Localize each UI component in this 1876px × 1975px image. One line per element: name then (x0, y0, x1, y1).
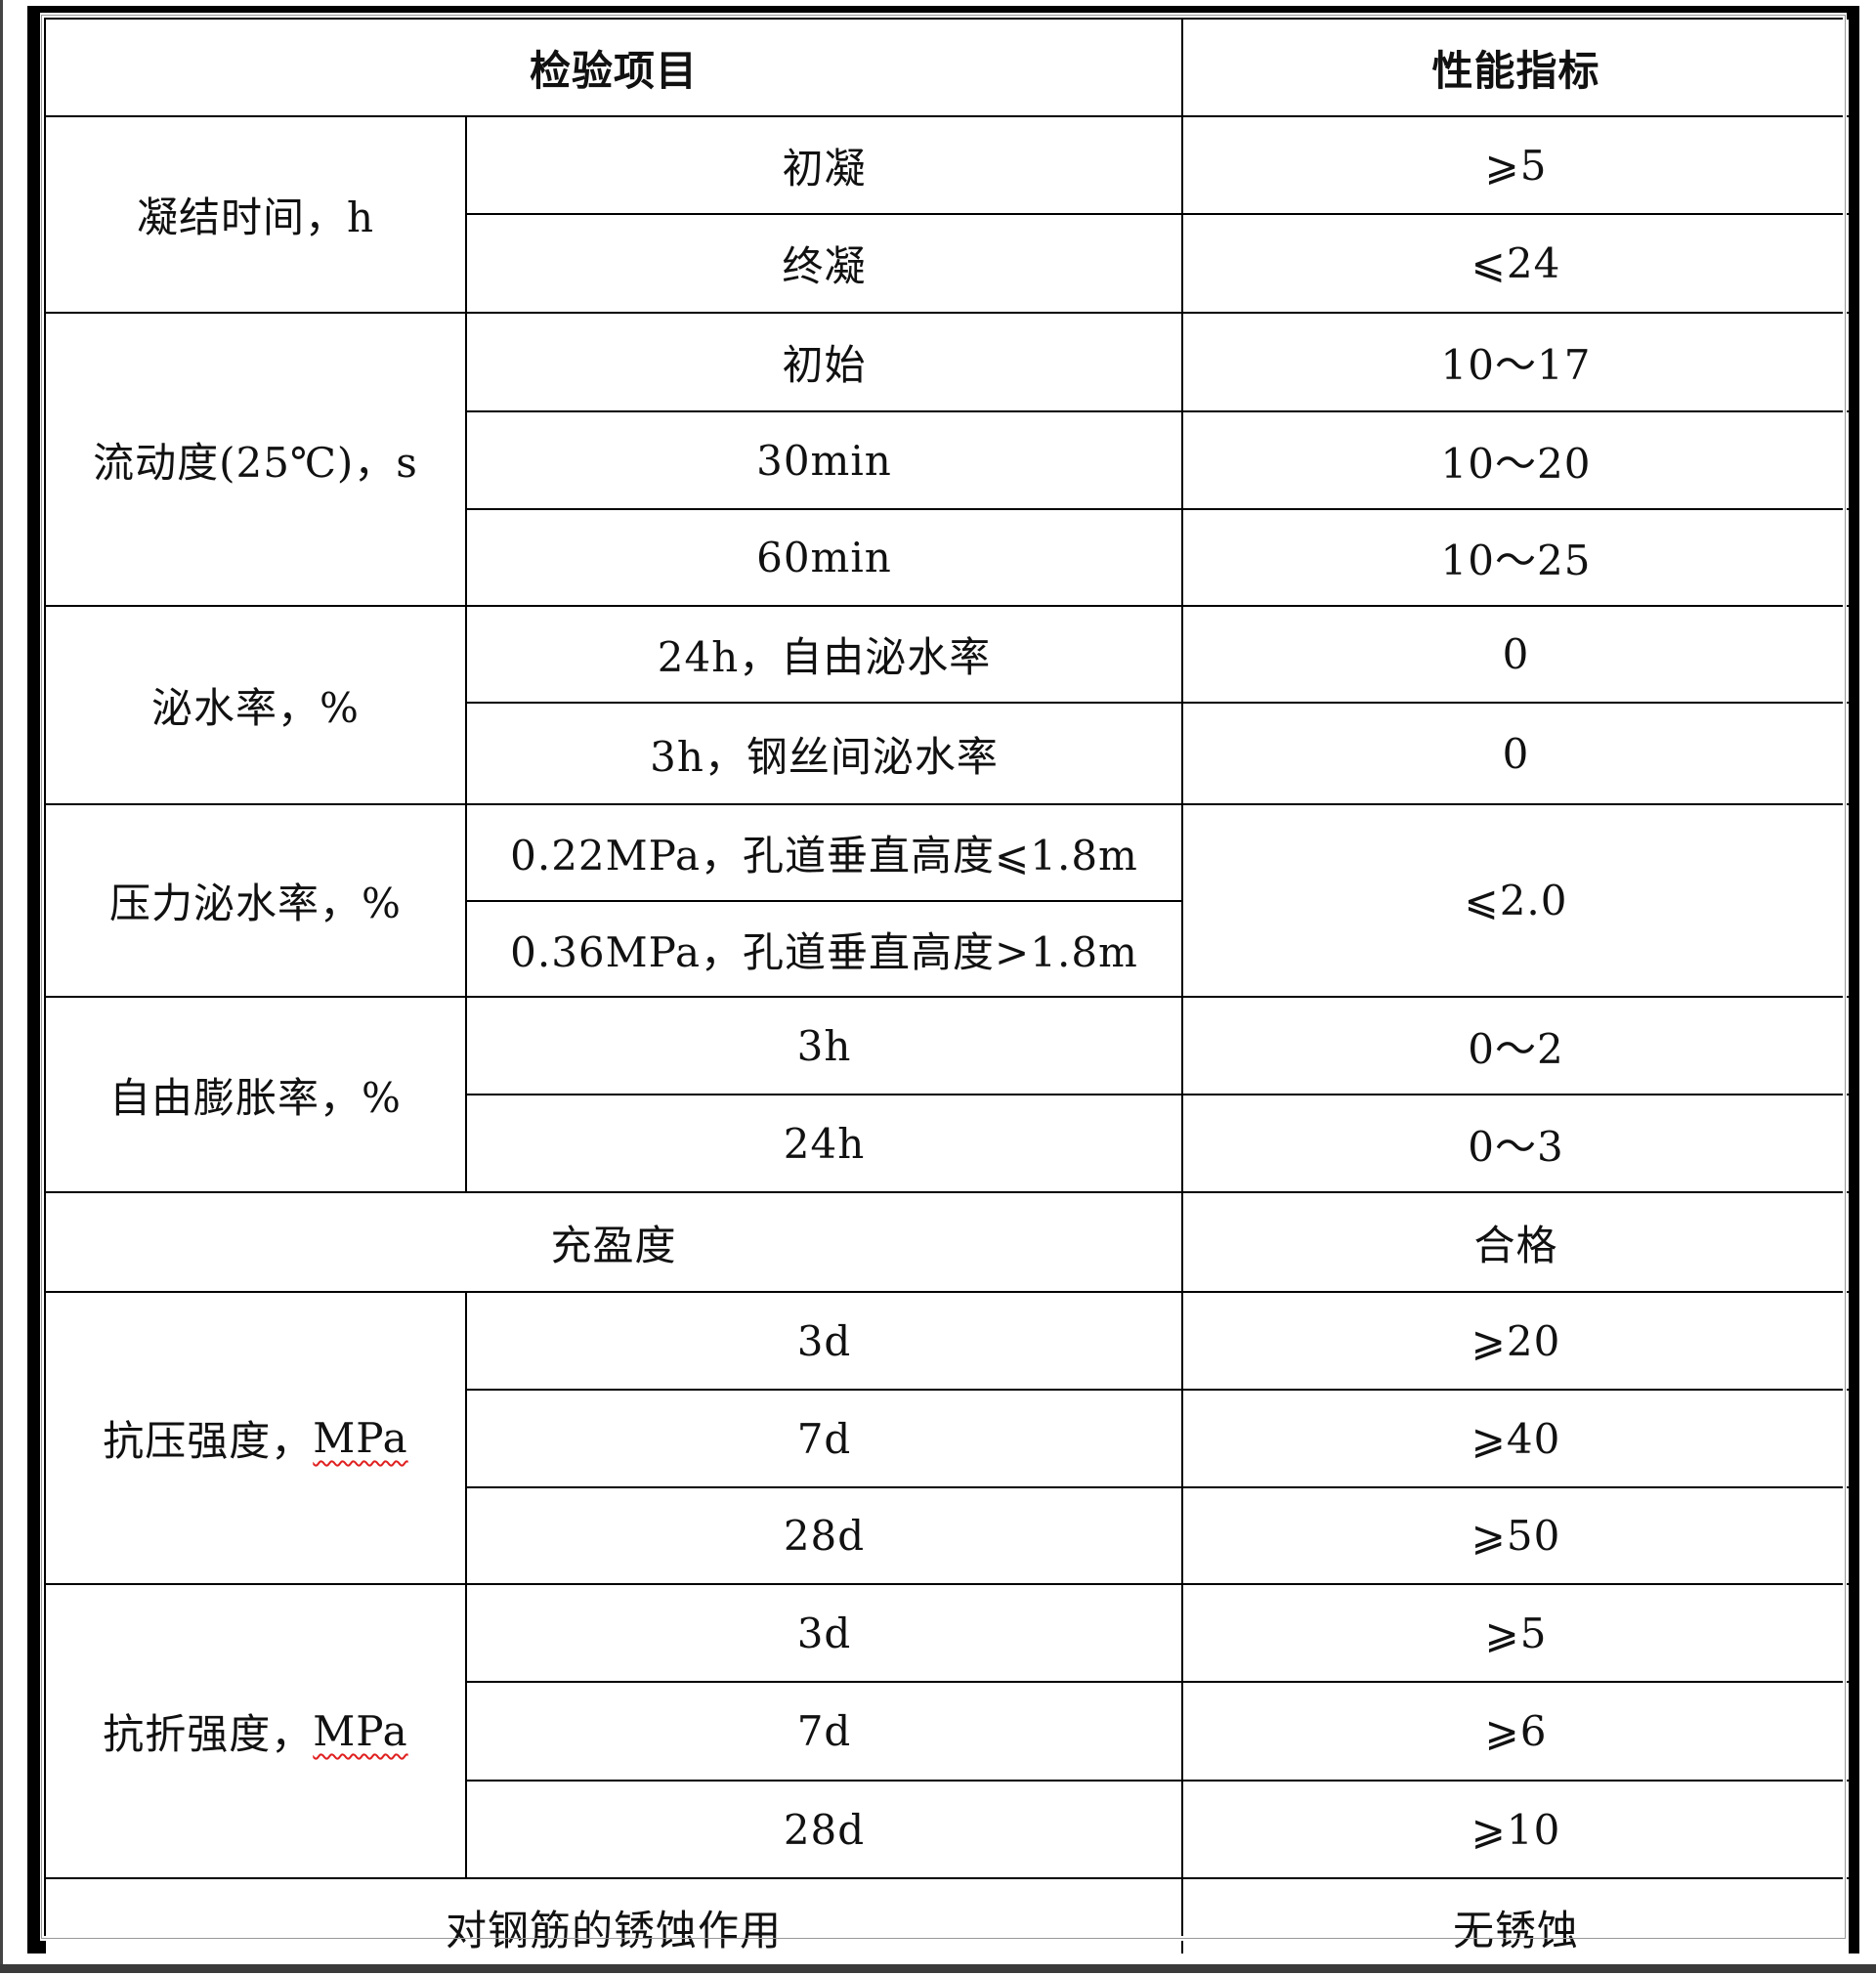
spec-value: 10～25 (1183, 510, 1849, 605)
header-spec: 性能指标 (1183, 20, 1849, 115)
performance-table: 检验项目 性能指标 凝结时间，h 初凝 ⩾5 终凝 ⩽24 流动度(25℃)，s… (41, 15, 1849, 1975)
sub-item: 0.22MPa，孔道垂直高度⩽1.8m (467, 805, 1181, 900)
spec-value: 0 (1183, 704, 1849, 803)
sub-item: 24h，自由泌水率 (467, 607, 1181, 702)
spec-value: 10～17 (1183, 314, 1849, 410)
spec-value: 0～3 (1183, 1095, 1849, 1191)
spec-value: ⩾20 (1183, 1293, 1849, 1389)
sub-item: 24h (467, 1095, 1181, 1191)
group-label: 泌水率，% (46, 607, 465, 803)
group-label: 自由膨胀率，% (46, 998, 465, 1191)
sub-item: 30min (467, 412, 1181, 508)
sub-item: 0.36MPa，孔道垂直高度>1.8m (467, 902, 1181, 996)
spec-value: 无锈蚀 (1183, 1879, 1849, 1975)
spec-value: ⩾10 (1183, 1782, 1849, 1877)
sub-item: 28d (467, 1488, 1181, 1583)
sub-item: 初凝 (467, 117, 1181, 213)
spec-value: ⩽2.0 (1183, 805, 1849, 996)
window-bottom-bar (0, 1964, 1876, 1973)
spec-value: ⩾50 (1183, 1488, 1849, 1583)
spec-value: ⩾5 (1183, 1585, 1849, 1681)
group-label: 对钢筋的锈蚀作用 (46, 1879, 1181, 1975)
sub-item: 初始 (467, 314, 1181, 410)
spec-value: 0～2 (1183, 998, 1849, 1094)
sub-item: 3h，钢丝间泌水率 (467, 704, 1181, 803)
sub-item: 终凝 (467, 215, 1181, 312)
header-item: 检验项目 (46, 20, 1181, 115)
spec-value: ⩾5 (1183, 117, 1849, 213)
sub-item: 7d (467, 1683, 1181, 1780)
group-label: 抗折强度， MPa (46, 1585, 465, 1877)
spec-value: ⩽24 (1183, 215, 1849, 312)
unit-misspelled: MPa (313, 1414, 408, 1462)
group-label-text: 抗压强度， (103, 1417, 314, 1465)
spec-value: ⩾40 (1183, 1391, 1849, 1486)
window-edge (0, 0, 3, 1964)
sub-item: 60min (467, 510, 1181, 605)
group-label: 充盈度 (46, 1193, 1181, 1291)
group-label: 凝结时间，h (46, 117, 465, 312)
sub-item: 7d (467, 1391, 1181, 1486)
sub-item: 28d (467, 1782, 1181, 1877)
group-label-text: 抗折强度， (103, 1710, 314, 1758)
spec-value: 0 (1183, 607, 1849, 702)
sub-item: 3h (467, 998, 1181, 1094)
group-label: 流动度(25℃)，s (46, 314, 465, 605)
spec-value: 合格 (1183, 1193, 1849, 1291)
unit-misspelled: MPa (313, 1707, 408, 1755)
sub-item: 3d (467, 1293, 1181, 1389)
group-label: 抗压强度， MPa (46, 1293, 465, 1583)
sub-item: 3d (467, 1585, 1181, 1681)
group-label: 压力泌水率，% (46, 805, 465, 996)
spec-value: ⩾6 (1183, 1683, 1849, 1780)
spec-value: 10～20 (1183, 412, 1849, 508)
